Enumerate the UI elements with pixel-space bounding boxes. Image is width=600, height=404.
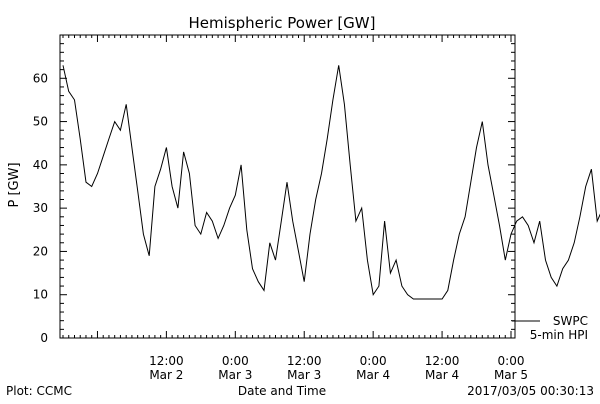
chart-title: Hemispheric Power [GW] (189, 14, 376, 32)
y-tick-label: 10 (33, 288, 48, 302)
x-tick-label-date: Mar 4 (356, 368, 390, 382)
x-tick-label-date: Mar 4 (425, 368, 459, 382)
y-tick-label: 30 (33, 201, 48, 215)
legend-label-line2: 5-min HPI (530, 328, 588, 342)
y-tick-label: 60 (33, 71, 48, 85)
x-tick-label-time: 0:00 (222, 354, 249, 368)
x-axis-ticks (62, 35, 512, 338)
y-tick-label: 50 (33, 115, 48, 129)
x-tick-label-time: 12:00 (425, 354, 460, 368)
x-axis-label: Date and Time (238, 384, 326, 398)
plot-credit: Plot: CCMC (6, 384, 72, 398)
x-tick-label-time: 0:00 (498, 354, 525, 368)
legend-label-line1: SWPC (553, 314, 588, 328)
x-tick-label-date: Mar 3 (218, 368, 252, 382)
x-tick-label-date: Mar 5 (494, 368, 528, 382)
y-tick-label: 40 (33, 158, 48, 172)
plot-timestamp: 2017/03/05 00:30:13 (467, 384, 594, 398)
y-tick-label: 0 (40, 331, 48, 345)
y-tick-label: 20 (33, 244, 48, 258)
x-tick-label-date: Mar 2 (149, 368, 183, 382)
x-tick-label-time: 0:00 (360, 354, 387, 368)
y-axis-tick-labels: 0 10 20 30 40 50 60 (33, 71, 48, 345)
y-axis-label: P [GW] (7, 162, 22, 207)
x-tick-label-time: 12:00 (149, 354, 184, 368)
y-axis-ticks (60, 34, 515, 339)
x-tick-label-time: 12:00 (287, 354, 322, 368)
x-tick-label-date: Mar 3 (287, 368, 321, 382)
series-line-hpi (62, 65, 600, 300)
